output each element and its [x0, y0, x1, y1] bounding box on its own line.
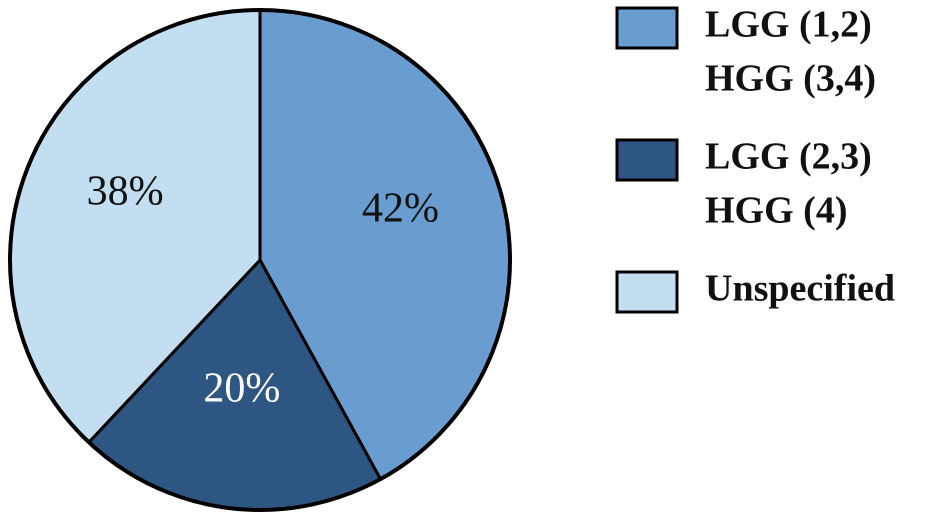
legend-label: LGG (1,2): [705, 4, 872, 46]
legend-label: HGG (3,4): [705, 58, 876, 100]
legend-swatch: [615, 138, 679, 182]
legend-swatch: [615, 6, 679, 50]
value-label: 42%: [362, 186, 439, 232]
legend-label: LGG (2,3): [705, 136, 872, 178]
pie-outline: [8, 8, 512, 512]
value-label: 38%: [87, 168, 164, 214]
value-label: 20%: [203, 365, 280, 411]
legend-swatch: [615, 270, 679, 314]
legend-label: HGG (4): [705, 190, 847, 232]
legend-label: Unspecified: [705, 268, 895, 310]
